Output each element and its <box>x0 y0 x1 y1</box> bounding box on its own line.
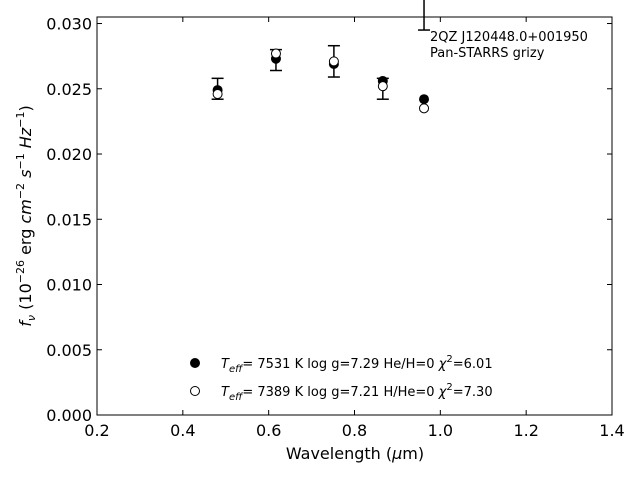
y-axis-label: fν (10−26 erg cm−2 s−1 Hz−1) <box>14 105 38 326</box>
x-tick-label: 0.8 <box>342 421 367 440</box>
model-he-h-points <box>212 53 430 105</box>
x-tick-label: 0.6 <box>256 421 281 440</box>
plot-frame <box>96 16 613 416</box>
legend: Teff= 7531 K log g=7.29 He/H=0 χ2=6.01 T… <box>190 354 493 403</box>
model-h-he-points <box>212 48 430 114</box>
y-tick-label: 0.015 <box>46 210 92 229</box>
x-tick-label: 1.4 <box>599 421 624 440</box>
legend-marker-open <box>190 386 200 396</box>
y-tick-label: 0.005 <box>46 341 92 360</box>
open-point <box>377 81 388 92</box>
filled-point <box>419 94 430 105</box>
y-tick-label: 0.020 <box>46 145 92 164</box>
x-axis-label: Wavelength (μm) <box>286 444 424 463</box>
survey-name: Pan-STARRS grizy <box>430 46 545 61</box>
open-point <box>328 56 339 67</box>
x-tick-label: 1.0 <box>428 421 453 440</box>
y-tick-label: 0.025 <box>46 80 92 99</box>
open-point <box>270 48 281 59</box>
observed-error-bars <box>211 0 431 100</box>
y-tick-label: 0.000 <box>46 406 92 425</box>
x-tick-label: 0.2 <box>84 421 109 440</box>
y-tick-label: 0.030 <box>46 15 92 34</box>
y-axis-ticks: 0.000 0.005 0.010 0.015 0.020 0.025 0.030 <box>46 15 612 425</box>
y-tick-label: 0.010 <box>46 276 92 295</box>
legend-marker-filled <box>190 358 200 368</box>
legend-entry-2: Teff= 7389 K log g=7.21 H/He=0 χ2=7.30 <box>221 382 493 403</box>
open-point <box>212 88 223 99</box>
error-bar <box>418 0 431 31</box>
legend-entry-1: Teff= 7531 K log g=7.29 He/H=0 χ2=6.01 <box>221 354 493 375</box>
x-tick-label: 1.2 <box>513 421 538 440</box>
x-axis-ticks: 0.2 0.4 0.6 0.8 1.0 1.2 1.4 <box>84 17 625 440</box>
x-tick-label: 0.4 <box>170 421 195 440</box>
object-name: 2QZ J120448.0+001950 <box>430 30 588 45</box>
open-point <box>419 103 430 114</box>
